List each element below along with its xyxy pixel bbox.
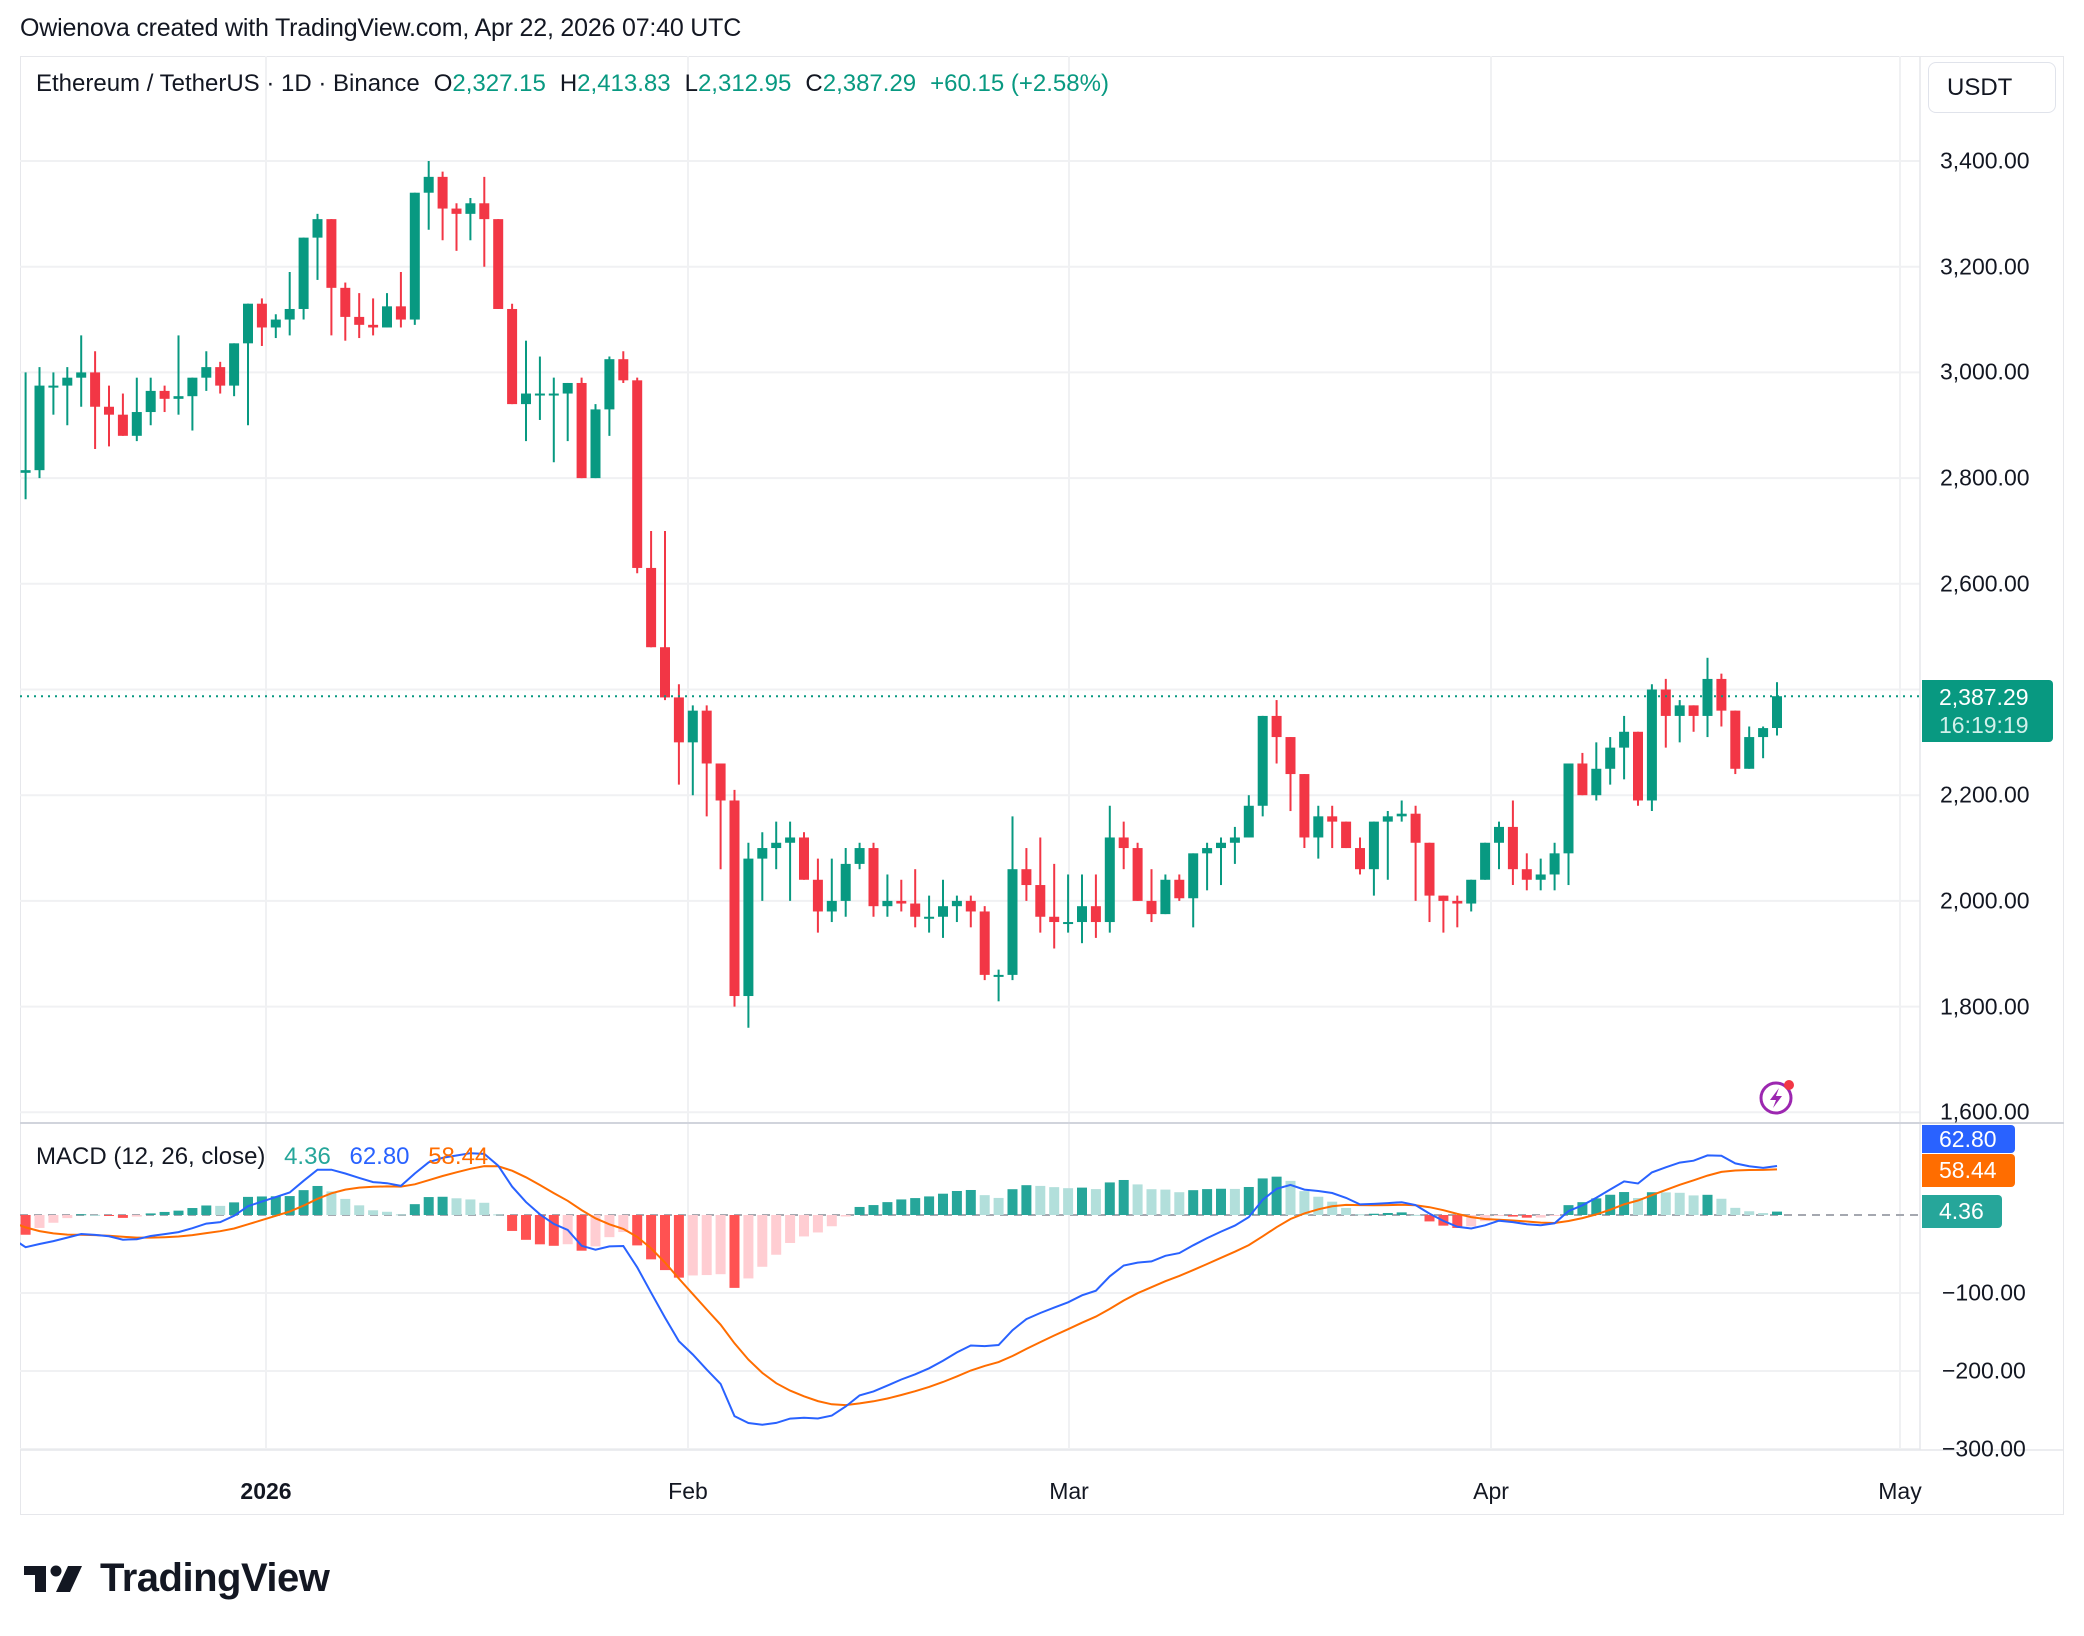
high-value: 2,413.83 <box>577 70 671 97</box>
last-price-badge: 2,387.29 16:19:19 <box>1922 680 2053 742</box>
macd-histogram-value: 4.36 <box>284 1143 331 1170</box>
macd-title[interactable]: MACD (12, 26, close) <box>36 1143 266 1170</box>
tradingview-logo[interactable]: TradingView <box>24 1556 330 1601</box>
price-axis-label: 3,200.00 <box>1940 253 2030 280</box>
tradingview-logo-icon <box>24 1565 82 1592</box>
chart-canvas[interactable] <box>20 56 2064 1515</box>
high-label: H <box>559 70 578 97</box>
price-axis-label: 3,400.00 <box>1940 147 2030 174</box>
low-value: 2,312.95 <box>697 70 792 97</box>
macd-axis-label: −100.00 <box>1942 1279 2026 1306</box>
price-axis-label: 2,800.00 <box>1940 464 2030 491</box>
price-axis-label: 1,800.00 <box>1940 993 2030 1020</box>
open-value: 2,327.15 <box>452 70 546 97</box>
macd-line-value: 62.80 <box>349 1143 410 1170</box>
currency-button[interactable]: USDT <box>1928 62 2056 113</box>
close-label: C <box>805 70 823 97</box>
signal-value-badge: 58.44 <box>1922 1154 2015 1187</box>
time-axis-label: Mar <box>1049 1478 1089 1504</box>
price-axis-label: 1,600.00 <box>1940 1098 2030 1125</box>
macd-legend: MACD (12, 26, close) 4.36 62.80 58.44 <box>36 1143 488 1171</box>
chart-frame <box>20 56 2064 1515</box>
lightning-alert-icon[interactable] <box>1757 1077 1797 1117</box>
time-axis-label: May <box>1878 1478 1922 1504</box>
histogram-value-badge: 4.36 <box>1922 1195 2002 1228</box>
open-label: O <box>433 70 453 97</box>
bar-countdown: 16:19:19 <box>1939 712 2029 738</box>
price-axis-label: 2,000.00 <box>1940 887 2030 914</box>
low-label: L <box>684 70 698 97</box>
logo-wordmark: TradingView <box>100 1556 330 1600</box>
time-axis-label: Feb <box>668 1478 708 1504</box>
attribution-text: Owienova created with TradingView.com, A… <box>20 14 742 42</box>
time-axis-label: 2026 <box>240 1478 292 1504</box>
macd-axis-label: −200.00 <box>1942 1357 2026 1384</box>
macd-value-badge: 62.80 <box>1922 1125 2015 1153</box>
macd-axis-label: −300.00 <box>1942 1435 2026 1462</box>
time-axis-label: Apr <box>1473 1478 1509 1504</box>
symbol-title[interactable]: Ethereum / TetherUS · 1D · Binance <box>36 70 420 97</box>
change-value: +60.15 (+2.58%) <box>930 70 1109 97</box>
price-axis-label: 2,600.00 <box>1940 570 2030 597</box>
close-value: 2,387.29 <box>822 70 917 97</box>
price-axis-label: 3,000.00 <box>1940 358 2030 385</box>
macd-signal-value: 58.44 <box>428 1143 489 1170</box>
symbol-legend: Ethereum / TetherUS · 1D · Binance O 2,32… <box>36 70 1109 98</box>
last-price: 2,387.29 <box>1939 684 2029 710</box>
price-axis-label: 2,200.00 <box>1940 781 2030 808</box>
